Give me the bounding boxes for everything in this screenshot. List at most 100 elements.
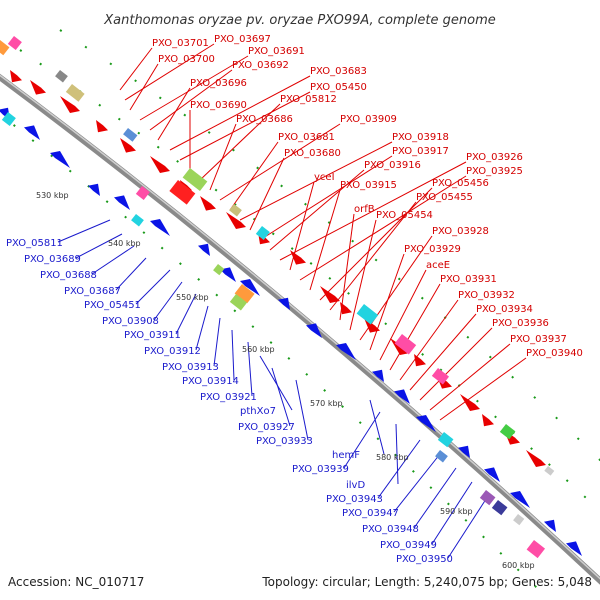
gene-label[interactable]: aceE — [426, 260, 450, 271]
gene-label[interactable]: PXO_03692 — [232, 60, 289, 71]
gene-label[interactable]: PXO_03934 — [476, 304, 533, 315]
gene-label[interactable]: PXO_03949 — [380, 540, 437, 551]
gene-feature[interactable] — [460, 394, 480, 411]
gene-feature[interactable] — [234, 284, 255, 304]
gene-label[interactable]: PXO_03950 — [396, 554, 453, 565]
gene-label[interactable]: PXO_05812 — [280, 94, 337, 105]
gene-label[interactable]: PXO_05454 — [376, 210, 433, 221]
gene-label[interactable]: PXO_03681 — [278, 132, 335, 143]
gene-label[interactable]: PXO_05455 — [416, 192, 473, 203]
gene-label[interactable]: PXO_03914 — [182, 376, 239, 387]
gene-label[interactable]: ilvD — [346, 480, 365, 491]
gene-feature[interactable] — [290, 250, 306, 265]
gene-feature[interactable] — [30, 80, 46, 95]
gene-label[interactable]: PXO_03913 — [162, 362, 219, 373]
gene-feature[interactable] — [336, 343, 356, 360]
gene-feature[interactable] — [479, 490, 496, 506]
gene-label[interactable]: PXO_03940 — [526, 348, 583, 359]
gene-feature[interactable] — [220, 267, 236, 282]
gene-label[interactable]: PXO_03932 — [458, 290, 515, 301]
gene-feature[interactable] — [123, 128, 138, 142]
gene-feature[interactable] — [499, 424, 516, 440]
gene-label[interactable]: PXO_03683 — [310, 66, 367, 77]
gene-label[interactable]: PXO_03688 — [40, 270, 97, 281]
gene-feature[interactable] — [150, 219, 170, 236]
gene-feature[interactable] — [150, 156, 170, 173]
gene-feature[interactable] — [482, 414, 494, 427]
gene-label[interactable]: PXO_03927 — [238, 422, 295, 433]
gene-feature[interactable] — [526, 540, 546, 559]
gene-feature[interactable] — [340, 302, 352, 315]
gene-feature[interactable] — [88, 183, 100, 196]
gene-label[interactable]: PXO_03690 — [190, 100, 247, 111]
gene-feature[interactable] — [96, 120, 108, 133]
gene-feature[interactable] — [458, 445, 470, 458]
gene-feature[interactable] — [484, 467, 500, 482]
gene-label[interactable]: PXO_03909 — [340, 114, 397, 125]
gene-feature[interactable] — [50, 151, 70, 168]
gene-feature[interactable] — [182, 168, 208, 192]
gene-feature[interactable] — [60, 96, 80, 113]
gene-feature[interactable] — [1, 112, 16, 127]
gene-feature[interactable] — [131, 213, 144, 227]
gene-label[interactable]: PXO_03911 — [124, 330, 181, 341]
gene-label[interactable]: pthXo7 — [240, 406, 276, 417]
gene-feature[interactable] — [320, 286, 340, 303]
gene-label[interactable]: PXO_03700 — [158, 54, 215, 65]
gene-label[interactable]: PXO_03929 — [404, 244, 461, 255]
gene-feature[interactable] — [306, 323, 322, 338]
gene-feature[interactable] — [135, 186, 150, 201]
gene-feature[interactable] — [510, 491, 530, 508]
gene-feature[interactable] — [394, 334, 417, 355]
gene-feature[interactable] — [24, 125, 40, 140]
gene-label[interactable]: PXO_03912 — [144, 346, 201, 357]
gene-label[interactable]: PXO_03916 — [364, 160, 421, 171]
gene-feature[interactable] — [0, 40, 10, 56]
gene-label[interactable]: PXO_03931 — [440, 274, 497, 285]
gene-label[interactable]: PXO_03918 — [392, 132, 449, 143]
gene-label[interactable]: PXO_05456 — [432, 178, 489, 189]
gene-label[interactable]: PXO_03937 — [510, 334, 567, 345]
gene-feature[interactable] — [431, 368, 450, 385]
gene-feature[interactable] — [437, 431, 454, 448]
gene-label[interactable]: orfB — [354, 204, 375, 215]
gene-feature[interactable] — [372, 369, 384, 382]
gene-label[interactable]: PXO_05451 — [84, 300, 141, 311]
gene-feature[interactable] — [414, 354, 426, 367]
gene-label[interactable]: PXO_03936 — [492, 318, 549, 329]
gene-label[interactable]: PXO_03917 — [392, 146, 449, 157]
gene-label[interactable]: PXO_03933 — [256, 436, 313, 447]
gene-label[interactable]: PXO_05811 — [6, 238, 63, 249]
gene-feature[interactable] — [7, 36, 22, 51]
gene-feature[interactable] — [213, 264, 225, 276]
gene-label[interactable]: PXO_03926 — [466, 152, 523, 163]
gene-label[interactable]: hemF — [332, 450, 360, 461]
gene-label[interactable]: PXO_03687 — [64, 286, 121, 297]
gene-feature[interactable] — [255, 226, 270, 241]
gene-feature[interactable] — [55, 70, 68, 83]
gene-label[interactable]: PXO_03689 — [24, 254, 81, 265]
gene-feature[interactable] — [229, 204, 242, 217]
gene-feature[interactable] — [198, 243, 210, 256]
gene-feature[interactable] — [10, 70, 22, 83]
gene-feature[interactable] — [356, 304, 379, 325]
gene-feature[interactable] — [229, 293, 248, 311]
gene-feature[interactable] — [226, 212, 246, 229]
gene-feature[interactable] — [120, 138, 136, 153]
gene-label[interactable]: PXO_03939 — [292, 464, 349, 475]
gene-feature[interactable] — [526, 450, 546, 467]
gene-feature[interactable] — [169, 179, 196, 205]
gene-feature[interactable] — [435, 449, 448, 463]
gene-feature[interactable] — [513, 514, 525, 526]
gene-label[interactable]: PXO_03947 — [342, 508, 399, 519]
gene-feature[interactable] — [416, 415, 436, 432]
gene-label[interactable]: PXO_03928 — [432, 226, 489, 237]
gene-feature[interactable] — [544, 466, 555, 476]
gene-label[interactable]: PXO_03680 — [284, 148, 341, 159]
gene-label[interactable]: PXO_03691 — [248, 46, 305, 57]
gene-feature[interactable] — [278, 297, 290, 310]
gene-label[interactable]: yceI — [314, 172, 335, 183]
gene-label[interactable]: PXO_03943 — [326, 494, 383, 505]
gene-label[interactable]: PXO_03908 — [102, 316, 159, 327]
gene-label[interactable]: PXO_03701 — [152, 38, 209, 49]
